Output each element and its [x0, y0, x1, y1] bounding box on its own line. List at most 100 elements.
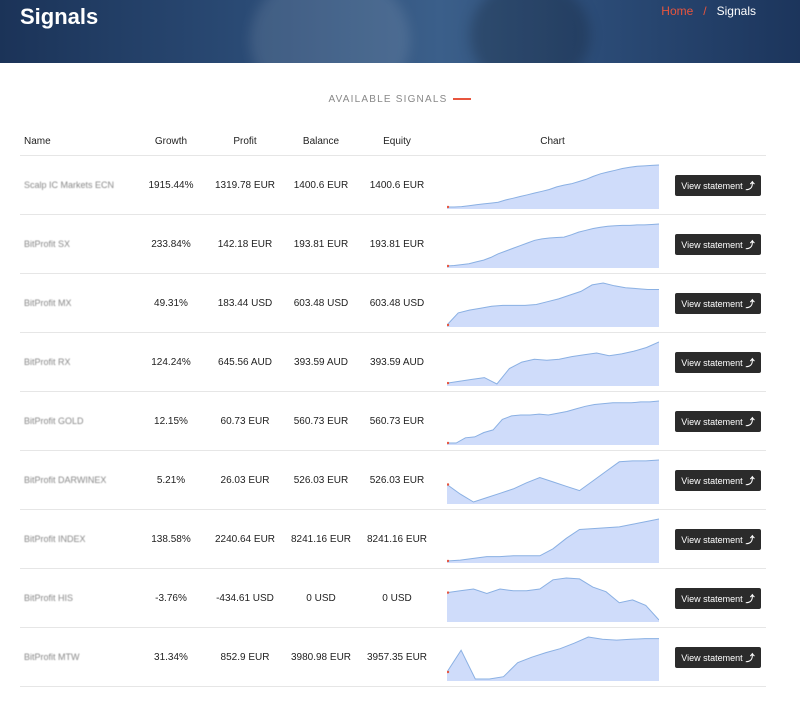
signal-chart-cell	[435, 627, 670, 687]
signal-sparkline	[446, 636, 659, 681]
signal-growth: 124.24%	[135, 332, 207, 392]
view-statement-button[interactable]: View statement ⤴	[675, 292, 761, 314]
view-statement-label: View statement	[681, 357, 743, 368]
signal-profit: -434.61 USD	[207, 568, 283, 628]
sparkline-start-point	[446, 591, 449, 594]
sparkline-start-point	[446, 559, 449, 563]
signal-name: BitProfit INDEX	[20, 509, 135, 569]
signal-name: BitProfit DARWINEX	[20, 450, 135, 510]
table-row: BitProfit HIS -3.76% -434.61 USD 0 USD 0 USD…	[20, 568, 766, 628]
view-statement-button[interactable]: View statement ⤴	[675, 646, 761, 668]
signal-sparkline	[446, 459, 659, 504]
signal-sparkline	[446, 164, 659, 209]
external-arrow-icon: ⤴	[745, 239, 755, 250]
signal-balance: 560.73 EUR	[283, 391, 359, 451]
signal-growth: 31.34%	[135, 627, 207, 687]
signal-balance: 0 USD	[283, 568, 359, 628]
signal-balance: 3980.98 EUR	[283, 627, 359, 687]
view-statement-label: View statement	[681, 416, 743, 427]
breadcrumb-separator: /	[703, 4, 707, 18]
table-row: Scalp IC Markets ECN 1915.44% 1319.78 EUR 1…	[20, 155, 766, 215]
view-statement-button[interactable]: View statement ⤴	[675, 528, 761, 550]
sparkline-start-point	[446, 323, 449, 327]
signal-equity: 0 USD	[359, 568, 435, 628]
table-row: BitProfit MX 49.31% 183.44 USD 603.48 USD 60…	[20, 273, 766, 333]
view-statement-button[interactable]: View statement ⤴	[675, 233, 761, 255]
view-statement-label: View statement	[681, 239, 743, 250]
hero-banner: Signals Home / Signals	[0, 0, 800, 63]
view-statement-button[interactable]: View statement ⤴	[675, 351, 761, 373]
signals-table-body: Scalp IC Markets ECN 1915.44% 1319.78 EUR 1…	[20, 155, 766, 687]
sparkline-line	[446, 164, 659, 208]
signals-table: Name Growth Profit Balance Equity Chart …	[20, 128, 766, 687]
signal-name: BitProfit HIS	[20, 568, 135, 628]
signal-name: BitProfit MX	[20, 273, 135, 333]
sparkline-area	[446, 283, 659, 327]
signal-chart-cell	[435, 273, 670, 333]
view-statement-button[interactable]: View statement ⤴	[675, 587, 761, 609]
signal-action-cell: View statement ⤴	[670, 391, 766, 451]
signal-name: BitProfit RX	[20, 332, 135, 392]
external-arrow-icon: ⤴	[745, 416, 755, 427]
signal-name: BitProfit MTW	[20, 627, 135, 687]
signal-action-cell: View statement ⤴	[670, 627, 766, 687]
signal-balance: 393.59 AUD	[283, 332, 359, 392]
sparkline-line	[446, 400, 659, 444]
signal-profit: 142.18 EUR	[207, 214, 283, 274]
signal-name: Scalp IC Markets ECN	[20, 155, 135, 215]
sparkline-line	[446, 282, 659, 326]
breadcrumb: Home / Signals	[661, 4, 756, 18]
signal-balance: 193.81 EUR	[283, 214, 359, 274]
signal-equity: 603.48 USD	[359, 273, 435, 333]
signal-sparkline	[446, 518, 659, 563]
signal-chart-cell	[435, 450, 670, 510]
sparkline-start-point	[446, 205, 449, 209]
view-statement-button[interactable]: View statement ⤴	[675, 410, 761, 432]
signal-action-cell: View statement ⤴	[670, 568, 766, 628]
breadcrumb-current: Signals	[716, 4, 756, 18]
section-title: AVAILABLE SIGNALS	[0, 94, 800, 108]
table-row: BitProfit RX 124.24% 645.56 AUD 393.59 AUD 3…	[20, 332, 766, 392]
signal-action-cell: View statement ⤴	[670, 509, 766, 569]
signal-growth: 138.58%	[135, 509, 207, 569]
signal-action-cell: View statement ⤴	[670, 155, 766, 215]
signal-action-cell: View statement ⤴	[670, 214, 766, 274]
sparkline-area	[446, 519, 659, 563]
external-arrow-icon: ⤴	[745, 357, 755, 368]
column-header-balance: Balance	[283, 128, 359, 156]
signal-profit: 852.9 EUR	[207, 627, 283, 687]
view-statement-button[interactable]: View statement ⤴	[675, 174, 761, 196]
external-arrow-icon: ⤴	[745, 475, 755, 486]
table-header-row: Name Growth Profit Balance Equity Chart	[20, 128, 766, 156]
signal-growth: -3.76%	[135, 568, 207, 628]
sparkline-start-point	[446, 381, 449, 385]
signal-sparkline	[446, 400, 659, 445]
signal-action-cell: View statement ⤴	[670, 332, 766, 392]
signal-balance: 8241.16 EUR	[283, 509, 359, 569]
signal-profit: 1319.78 EUR	[207, 155, 283, 215]
signal-name: BitProfit GOLD	[20, 391, 135, 451]
view-statement-label: View statement	[681, 475, 743, 486]
signal-equity: 193.81 EUR	[359, 214, 435, 274]
sparkline-start-point	[446, 483, 449, 486]
signal-chart-cell	[435, 391, 670, 451]
signal-profit: 2240.64 EUR	[207, 509, 283, 569]
breadcrumb-home-link[interactable]: Home	[661, 4, 694, 18]
signal-profit: 26.03 EUR	[207, 450, 283, 510]
signal-equity: 393.59 AUD	[359, 332, 435, 392]
view-statement-button[interactable]: View statement ⤴	[675, 469, 761, 491]
sparkline-line	[446, 459, 659, 503]
table-row: BitProfit DARWINEX 5.21% 26.03 EUR 526.03 E…	[20, 450, 766, 510]
view-statement-label: View statement	[681, 534, 743, 545]
column-header-chart: Chart	[435, 128, 670, 156]
sparkline-line	[446, 577, 659, 621]
sparkline-line	[446, 636, 659, 680]
signal-sparkline	[446, 282, 659, 327]
sparkline-line	[446, 223, 659, 267]
signal-profit: 645.56 AUD	[207, 332, 283, 392]
column-header-profit: Profit	[207, 128, 283, 156]
column-header-name: Name	[20, 128, 135, 156]
signal-chart-cell	[435, 332, 670, 392]
section-title-text: AVAILABLE SIGNALS	[328, 94, 448, 105]
external-arrow-icon: ⤴	[745, 593, 755, 604]
